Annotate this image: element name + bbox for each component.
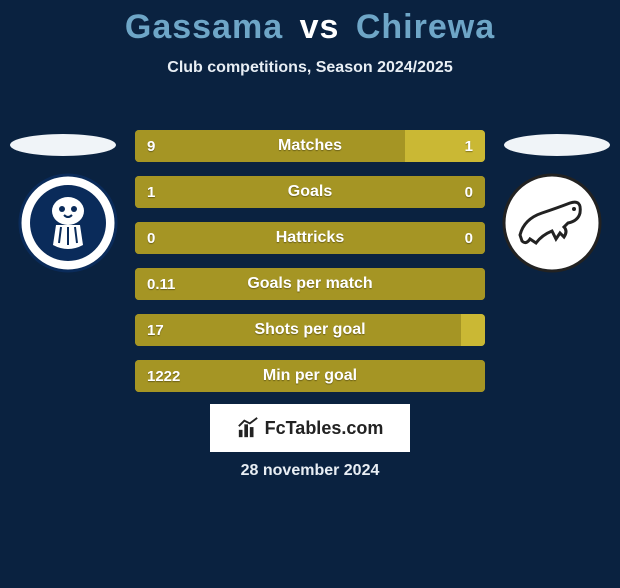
player2-name: Chirewa	[356, 8, 495, 46]
stat-value-right: 1	[465, 138, 473, 155]
stat-label: Matches	[135, 137, 485, 155]
stat-row: 0.11Goals per match	[135, 268, 485, 300]
stat-row: 0Hattricks0	[135, 222, 485, 254]
stat-row: 9Matches1	[135, 130, 485, 162]
subtitle: Club competitions, Season 2024/2025	[0, 59, 620, 77]
stat-label: Shots per goal	[135, 321, 485, 339]
comparison-title: Gassama vs Chirewa	[0, 8, 620, 47]
derby-county-badge-icon	[502, 173, 602, 273]
bar-chart-icon	[237, 417, 259, 439]
stat-row: 1222Min per goal	[135, 360, 485, 392]
brand-text: FcTables.com	[265, 418, 384, 439]
stat-row: 17Shots per goal	[135, 314, 485, 346]
stat-label: Goals	[135, 183, 485, 201]
stat-label: Goals per match	[135, 275, 485, 293]
player1-name: Gassama	[125, 8, 283, 46]
shadow-platform-left	[10, 134, 116, 156]
sheffield-wednesday-badge-icon	[18, 173, 118, 273]
stat-value-right: 0	[465, 230, 473, 247]
versus-text: vs	[300, 8, 340, 46]
shadow-platform-right	[504, 134, 610, 156]
stat-row: 1Goals0	[135, 176, 485, 208]
stat-label: Hattricks	[135, 229, 485, 247]
stat-bars-container: 9Matches11Goals00Hattricks00.11Goals per…	[135, 130, 485, 406]
fctables-logo: FcTables.com	[210, 404, 410, 452]
club-badge-right	[502, 173, 602, 273]
stat-value-right: 0	[465, 184, 473, 201]
club-badge-left	[18, 173, 118, 273]
stat-label: Min per goal	[135, 367, 485, 385]
comparison-date: 28 november 2024	[0, 462, 620, 480]
